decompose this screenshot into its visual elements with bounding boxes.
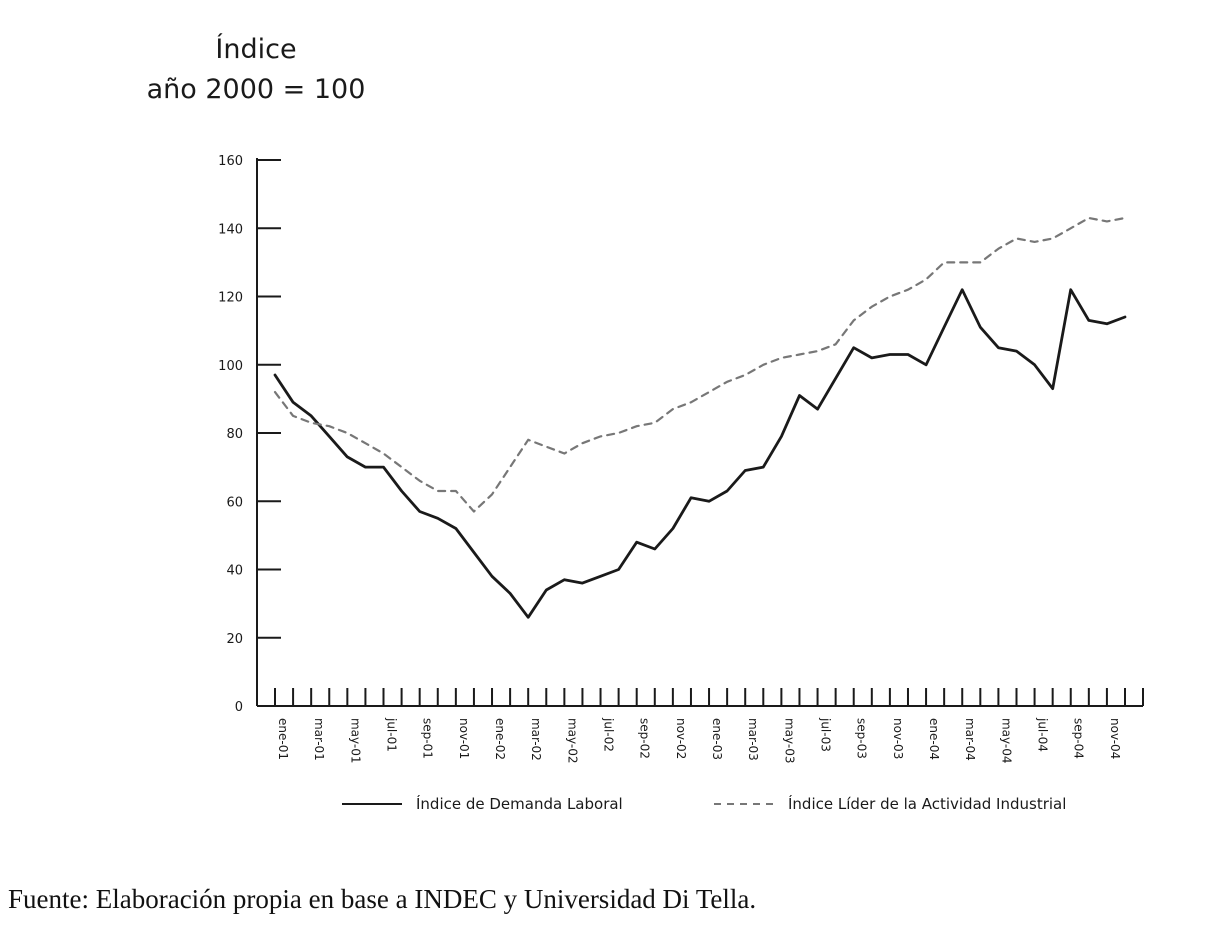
x-tick-label-ene-04: ene-04: [927, 718, 941, 760]
x-tick-label-sep-03: sep-03: [855, 718, 869, 759]
legend-label-lider: Índice Líder de la Actividad Industrial: [788, 794, 1066, 813]
x-tick-label-ene-01: ene-01: [276, 718, 290, 760]
series-line-lider-actividad: [273, 216, 1127, 513]
x-tick-label-sep-04: sep-04: [1072, 718, 1086, 759]
y-axis-title: Índice año 2000 = 100: [147, 33, 366, 105]
x-tick-label-jul-04: jul-04: [1036, 717, 1050, 752]
x-tick-label-ene-02: ene-02: [493, 718, 507, 760]
y-tick-label-3: 60: [226, 495, 243, 510]
axes: [256, 158, 1143, 707]
y-tick-label-6: 120: [218, 291, 243, 306]
x-tick-label-sep-01: sep-01: [421, 718, 435, 759]
legend: Índice de Demanda Laboral Índice Líder d…: [342, 794, 1066, 813]
x-tick-label-mar-01: mar-01: [312, 718, 326, 761]
x-tick-label-ene-03: ene-03: [710, 718, 724, 760]
x-tick-label-mar-04: mar-04: [963, 718, 977, 761]
x-tick-label-mar-03: mar-03: [746, 718, 760, 761]
x-tick-label-jul-03: jul-03: [819, 717, 833, 752]
x-tick-label-may-01: may-01: [348, 718, 362, 764]
x-tick-label-jul-01: jul-01: [385, 717, 399, 752]
y-tick-label-8: 160: [218, 154, 243, 169]
x-tick-label-jul-02: jul-02: [602, 717, 616, 752]
y-tick-label-2: 40: [226, 564, 243, 579]
source-note: Fuente: Elaboración propia en base a IND…: [8, 884, 757, 914]
x-tick-label-nov-01: nov-01: [457, 718, 471, 759]
y-tick-label-5: 100: [218, 359, 243, 374]
series-line-demanda-laboral: [273, 288, 1127, 619]
x-tick-label-nov-04: nov-04: [1108, 718, 1122, 759]
y-axis-title-line-2: año 2000 = 100: [147, 74, 366, 105]
x-tick-label-may-02: may-02: [565, 718, 579, 764]
y-tick-label-0: 0: [235, 700, 243, 715]
x-tick-label-mar-02: mar-02: [529, 718, 543, 761]
x-tick-label-may-03: may-03: [782, 718, 796, 764]
y-ticks: 0 20 40 60 80 100 120 140 160: [218, 154, 281, 715]
y-tick-label-4: 80: [226, 427, 243, 442]
x-tick-label-may-04: may-04: [999, 718, 1013, 764]
x-ticks: ene-01 mar-01 may-01 jul-01 sep-01 nov-01 ene-…: [274, 688, 1144, 764]
y-axis-title-line-1: Índice: [215, 33, 296, 65]
y-tick-label-1: 20: [226, 632, 243, 647]
x-tick-label-nov-02: nov-02: [674, 718, 688, 759]
series-layer: [273, 216, 1127, 619]
x-tick-label-sep-02: sep-02: [638, 718, 652, 759]
legend-label-demanda: Índice de Demanda Laboral: [416, 794, 623, 813]
x-tick-label-nov-03: nov-03: [891, 718, 905, 759]
y-tick-label-7: 140: [218, 222, 243, 237]
